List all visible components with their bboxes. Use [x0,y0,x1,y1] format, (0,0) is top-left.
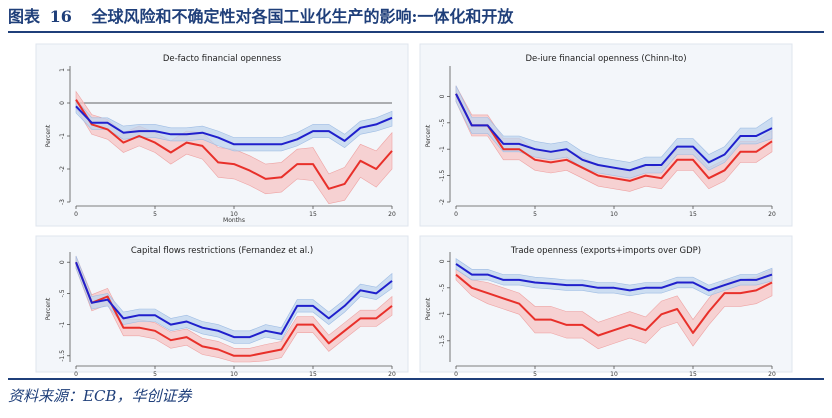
confidence-band-blue [455,258,773,297]
y-tick-label: -1 [439,311,446,317]
y-tick-label: -1.5 [59,350,66,362]
x-tick-label: 0 [454,371,458,378]
source-divider [8,378,824,380]
figure-title-text: 全球风险和不确定性对各国工业化生产的影响:一体化和开放 [91,7,514,26]
y-axis-label: Percent [425,124,432,147]
y-tick-label: -1.5 [439,335,446,347]
series-line-red [455,273,773,337]
y-tick-label: -.5 [59,289,66,297]
x-tick-label: 15 [309,211,317,218]
chart-panel-2: De-iure financial openness (Chinn-Ito) 0 -… [419,43,793,227]
x-tick-label: 10 [610,211,618,218]
x-tick-label: 20 [768,211,776,218]
figure-title: 图表 16 全球风险和不确定性对各国工业化生产的影响:一体化和开放 [8,4,824,30]
series-line-blue [75,261,393,339]
y-tick-label: -3 [59,199,66,205]
chart-title: De-iure financial openness (Chinn-Ito) [525,54,686,64]
x-tick-label: 5 [153,211,157,218]
y-tick-label: -1 [59,321,66,327]
x-tick-label: 5 [153,371,157,378]
x-tick-label: 20 [388,211,396,218]
chart-panel-4: Trade openness (exports+imports over GDP… [419,235,793,378]
series-line-blue [455,93,773,172]
confidence-band-blue [455,85,773,179]
x-tick-label: 20 [768,371,776,378]
x-tick-label: 20 [388,371,396,378]
x-tick-label: 10 [610,371,618,378]
confidence-band-red [455,268,773,350]
confidence-band-blue [75,98,393,152]
y-tick-label: 0 [59,260,66,264]
y-axis-label: Percent [425,297,432,320]
series-line-red [75,261,393,357]
x-tick-label: 10 [230,371,238,378]
y-axis-label: Percent [45,297,52,320]
chart-title: De-facto financial openness [163,54,282,64]
confidence-band-red [75,255,393,363]
y-tick-label: -1 [439,146,446,152]
y-tick-label: 0 [59,101,66,105]
y-tick-label: -2 [439,199,446,205]
x-tick-label: 15 [689,371,697,378]
y-tick-label: -1.5 [439,170,446,182]
chart-title: Capital flows restrictions (Fernandez et… [131,246,313,256]
series-line-red [455,93,773,182]
x-axis-label: Months [223,217,245,224]
x-tick-label: 10 [230,211,238,218]
figure-number: 16 [49,7,72,26]
x-tick-label: 5 [533,211,537,218]
y-axis-label: Percent [45,124,52,147]
x-tick-label: 0 [454,211,458,218]
figure-title-prefix: 图表 [8,7,41,26]
chart-title: Trade openness (exports+imports over GDP… [510,246,701,256]
y-tick-label: 1 [59,68,66,72]
x-tick-label: 15 [309,371,317,378]
y-tick-label: -1 [59,133,66,139]
x-tick-label: 0 [74,371,78,378]
x-tick-label: 5 [533,371,537,378]
x-tick-label: 0 [74,211,78,218]
chart-panel-3: Capital flows restrictions (Fernandez et… [35,235,409,378]
y-tick-label: -.5 [439,284,446,292]
series-line-red [75,99,393,190]
confidence-band-blue [75,255,393,344]
x-tick-label: 15 [689,211,697,218]
y-tick-label: 0 [439,94,446,98]
series-line-blue [455,263,773,292]
y-tick-label: 0 [439,259,446,263]
series-line-blue [75,105,393,146]
y-tick-label: -.5 [439,119,446,127]
y-tick-label: -2 [59,166,66,172]
source-note: 资料来源：ECB，华创证券 [8,387,192,405]
title-divider [8,31,824,33]
